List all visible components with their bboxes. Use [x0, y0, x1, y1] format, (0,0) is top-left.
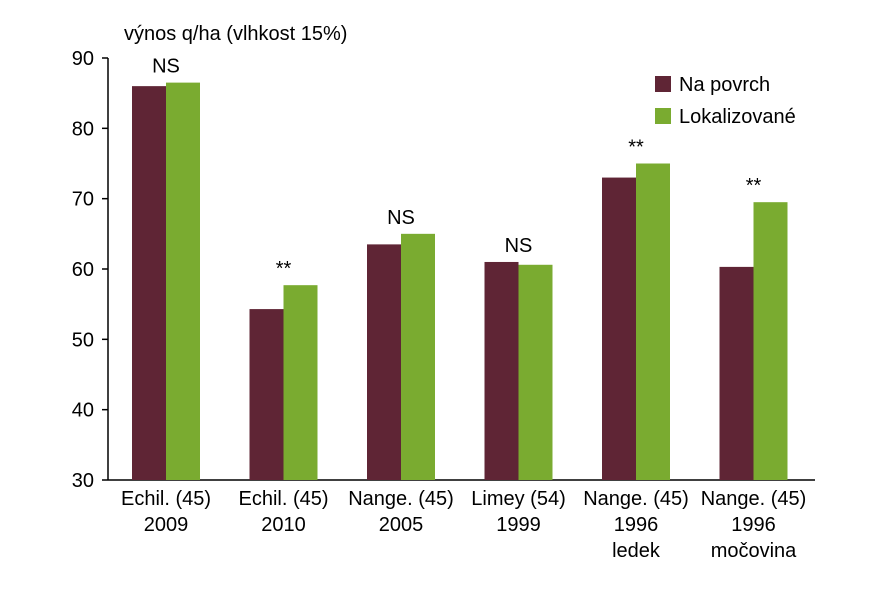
legend-swatch-na-povrch: [655, 76, 671, 92]
bar-lokalizovane: [401, 233, 435, 480]
significance-labels: NS ** NS NS ** **: [152, 56, 761, 281]
bar-lokalizovane: [636, 163, 670, 480]
significance-label: **: [276, 258, 292, 280]
category-label: Limey (54): [471, 488, 565, 510]
bar-na-povrch: [719, 266, 754, 480]
bar-na-povrch: [249, 309, 284, 480]
category-label: 1996: [614, 514, 659, 536]
category-label: ledek: [612, 540, 661, 562]
bars: [132, 82, 788, 481]
bar-lokalizovane: [283, 285, 318, 480]
category-label: 2009: [144, 514, 189, 536]
y-axis-label: výnos q/ha (vlhkost 15%): [124, 23, 347, 45]
y-tick-label: 60: [72, 259, 94, 281]
category-label: 2010: [261, 514, 306, 536]
y-tick-label: 80: [72, 118, 94, 140]
category-label: 1996: [731, 514, 776, 536]
legend-label-na-povrch: Na povrch: [679, 74, 770, 96]
category-label: Echil. (45): [121, 488, 211, 510]
bar-lokalizovane: [753, 202, 788, 480]
significance-label: **: [746, 175, 762, 197]
category-label: Nange. (45): [348, 488, 454, 510]
y-tick-label: 40: [72, 400, 94, 422]
bar-lokalizovane: [166, 82, 200, 480]
bar-na-povrch: [367, 244, 401, 480]
category-label: 2005: [379, 514, 424, 536]
category-label: Echil. (45): [238, 488, 328, 510]
y-tick-label: 90: [72, 48, 94, 70]
legend: Na povrch Lokalizované: [655, 74, 796, 128]
bar-lokalizovane: [518, 264, 553, 480]
significance-label: NS: [152, 56, 180, 78]
significance-label: **: [628, 137, 644, 159]
legend-swatch-lokalizovane: [655, 108, 671, 124]
y-tick-label: 30: [72, 470, 94, 492]
y-tick-label: 70: [72, 189, 94, 211]
bar-na-povrch: [132, 86, 166, 480]
significance-label: NS: [505, 235, 533, 257]
significance-label: NS: [387, 207, 415, 229]
y-axis: 30 40 50 60 70 80 90: [72, 48, 815, 492]
category-label: 1999: [496, 514, 541, 536]
bar-na-povrch: [602, 177, 636, 481]
bar-na-povrch: [484, 261, 519, 480]
y-tick-label: 50: [72, 329, 94, 351]
legend-label-lokalizovane: Lokalizované: [679, 106, 796, 128]
category-labels: Echil. (45) 2009 Echil. (45) 2010 Nange. (45…: [121, 488, 806, 562]
category-label: Nange. (45): [583, 488, 689, 510]
category-label: močovina: [711, 540, 797, 562]
category-label: Nange. (45): [701, 488, 807, 510]
